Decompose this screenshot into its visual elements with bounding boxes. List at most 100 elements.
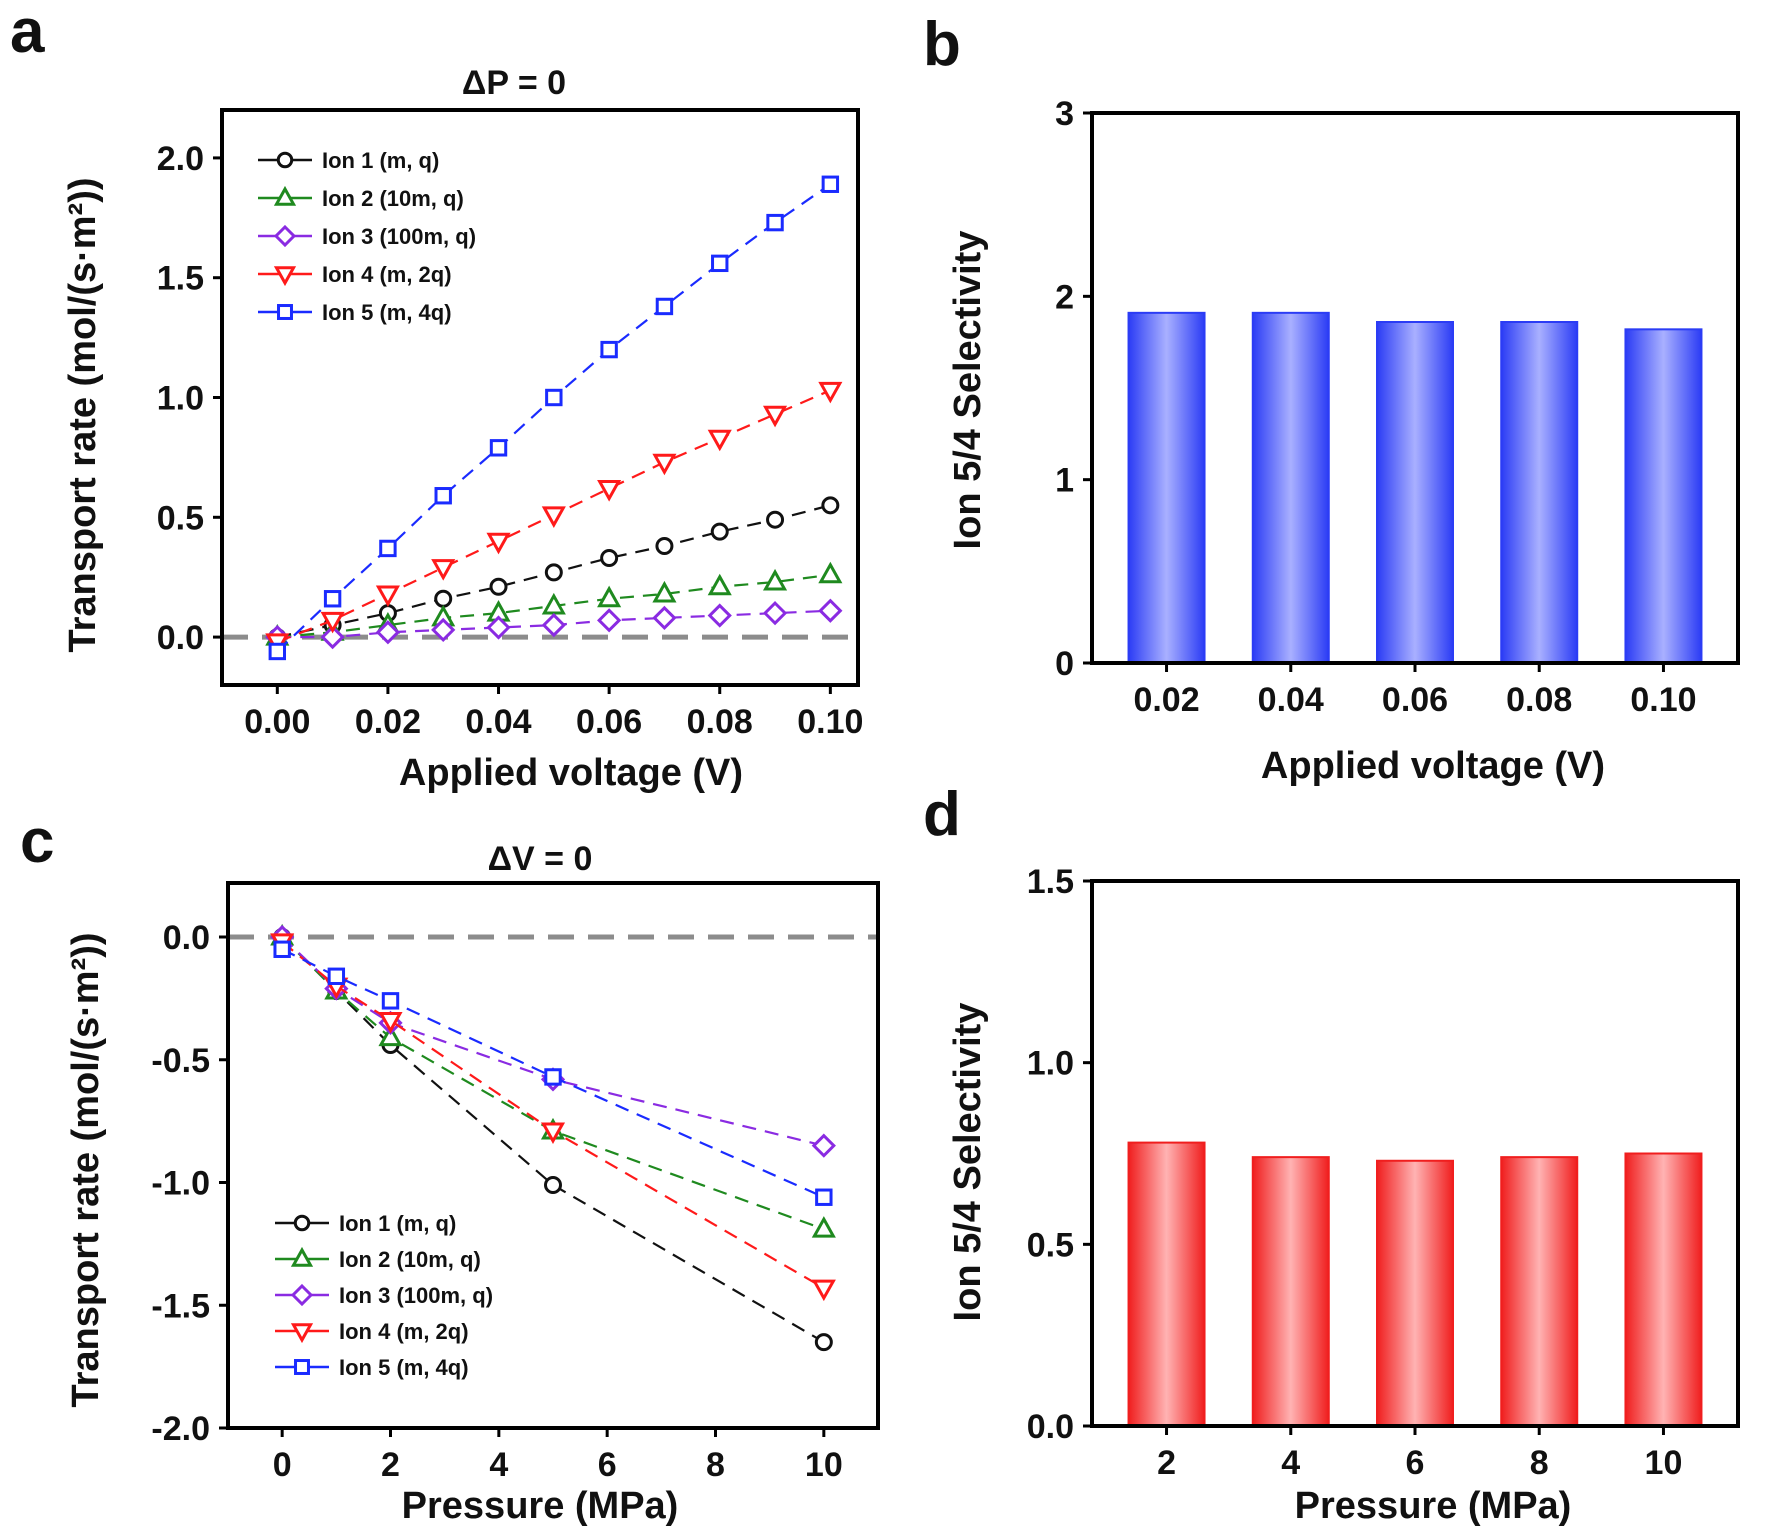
y-tick-label: 0.5 (157, 499, 204, 537)
data-point (600, 549, 619, 568)
y-tick-label: 2.0 (157, 140, 204, 178)
data-point (818, 561, 843, 584)
y-tick-label: 0 (1055, 645, 1074, 683)
data-point (320, 624, 345, 650)
data-point (327, 967, 346, 985)
bar (1624, 328, 1703, 664)
x-tick-label: 0.04 (1258, 681, 1324, 719)
data-point (434, 589, 453, 608)
x-tick-label: 8 (706, 1446, 725, 1484)
data-point (655, 297, 674, 316)
data-point (762, 601, 788, 626)
x-tick-label: 6 (598, 1446, 617, 1484)
data-point (655, 537, 674, 556)
x-tick-label: 0 (273, 1446, 292, 1484)
data-point (811, 1279, 836, 1302)
panel-a-ylabel: Transport rate (mol/(s·m²)) (62, 177, 104, 652)
data-point (540, 1122, 566, 1145)
panel-d-ylabel: Ion 5/4 Selectivity (947, 1003, 989, 1322)
data-point (762, 405, 788, 428)
x-tick-label: 8 (1530, 1444, 1549, 1482)
panel-a-chart: ΔP = 0 Applied voltage (V) Transport rat… (62, 64, 863, 794)
x-tick-label: 4 (1281, 1444, 1300, 1482)
y-tick-label: 3 (1055, 95, 1074, 133)
series-line (281, 936, 825, 1147)
legend-label: Ion 2 (10m, q) (322, 186, 464, 211)
bar (1251, 311, 1330, 664)
x-tick-label: 0.08 (687, 703, 753, 741)
legend-label: Ion 1 (m, q) (339, 1211, 456, 1236)
panel-d-chart: Pressure (MPa) Ion 5/4 Selectivity 2 4 6 8 1… (947, 863, 1740, 1527)
data-point (379, 539, 397, 558)
legend-label: Ion 3 (100m, q) (339, 1283, 493, 1308)
panel-b-ylabel: Ion 5/4 Selectivity (947, 231, 989, 550)
x-tick-label: 0.06 (576, 703, 642, 741)
legend-marker (273, 266, 297, 287)
panel-label-b: b (923, 10, 961, 79)
x-tick-label: 0.10 (1630, 681, 1696, 719)
data-point (486, 615, 511, 640)
panel-label-c: c (20, 807, 54, 876)
data-point (434, 487, 452, 505)
legend-marker (277, 304, 293, 320)
x-tick-label: 0.10 (797, 703, 863, 741)
bar (1251, 1156, 1330, 1427)
panel-c-title: ΔV = 0 (488, 840, 593, 878)
legend-label: Ion 5 (m, 4q) (339, 1355, 469, 1380)
bar (1127, 1141, 1206, 1427)
bar (1500, 321, 1579, 664)
y-tick-label: 0.5 (1027, 1226, 1074, 1264)
data-point (541, 506, 566, 528)
data-point (541, 592, 566, 615)
legend-marker (294, 1359, 310, 1375)
y-tick-label: 1.0 (157, 380, 204, 418)
data-point (814, 1333, 833, 1352)
data-point (597, 585, 622, 608)
data-point (707, 603, 732, 628)
y-tick-label: 1.5 (1027, 863, 1074, 901)
panel-d-xlabel: Pressure (MPa) (1295, 1485, 1572, 1527)
legend-label: Ion 5 (m, 4q) (322, 300, 452, 325)
bar (1624, 1152, 1703, 1427)
data-point (707, 429, 732, 452)
data-point (597, 608, 622, 633)
bar (1127, 311, 1206, 664)
data-point (381, 992, 400, 1010)
x-tick-label: 0.06 (1382, 681, 1448, 719)
data-point (268, 642, 287, 661)
x-tick-label: 2 (381, 1446, 400, 1484)
panel-b-chart: Applied voltage (V) Ion 5/4 Selectivity … (947, 95, 1740, 787)
panel-label-d: d (923, 780, 961, 849)
data-point (323, 590, 342, 608)
x-tick-label: 0.04 (465, 703, 531, 741)
panel-a-xlabel: Applied voltage (V) (399, 752, 743, 794)
data-point (545, 388, 563, 407)
data-point (711, 254, 729, 273)
data-point (378, 1024, 403, 1047)
y-tick-label: -0.5 (151, 1042, 210, 1080)
x-tick-label: 0.00 (244, 703, 310, 741)
x-tick-label: 0.02 (1133, 681, 1199, 719)
plot-frame (226, 881, 880, 1430)
legend-label: Ion 4 (m, 2q) (339, 1319, 469, 1344)
data-point (811, 1133, 836, 1158)
y-tick-label: 0.0 (1027, 1408, 1074, 1446)
data-point (762, 568, 788, 591)
y-tick-label: 1.5 (157, 260, 204, 298)
y-tick-label: 1.0 (1027, 1045, 1074, 1083)
series-line (281, 941, 825, 1290)
legend-marker (273, 185, 297, 206)
panel-c-ylabel: Transport rate (mol/(s·m²)) (65, 932, 107, 1407)
legend-marker (293, 1214, 311, 1232)
data-point (597, 480, 622, 502)
data-point (818, 598, 843, 623)
x-tick-label: 6 (1406, 1444, 1425, 1482)
data-point (811, 1216, 836, 1238)
x-tick-label: 0.02 (355, 703, 421, 741)
data-point (431, 559, 456, 581)
data-point (320, 611, 345, 634)
data-point (821, 175, 840, 193)
bar (1376, 1159, 1454, 1428)
data-point (378, 1011, 403, 1034)
